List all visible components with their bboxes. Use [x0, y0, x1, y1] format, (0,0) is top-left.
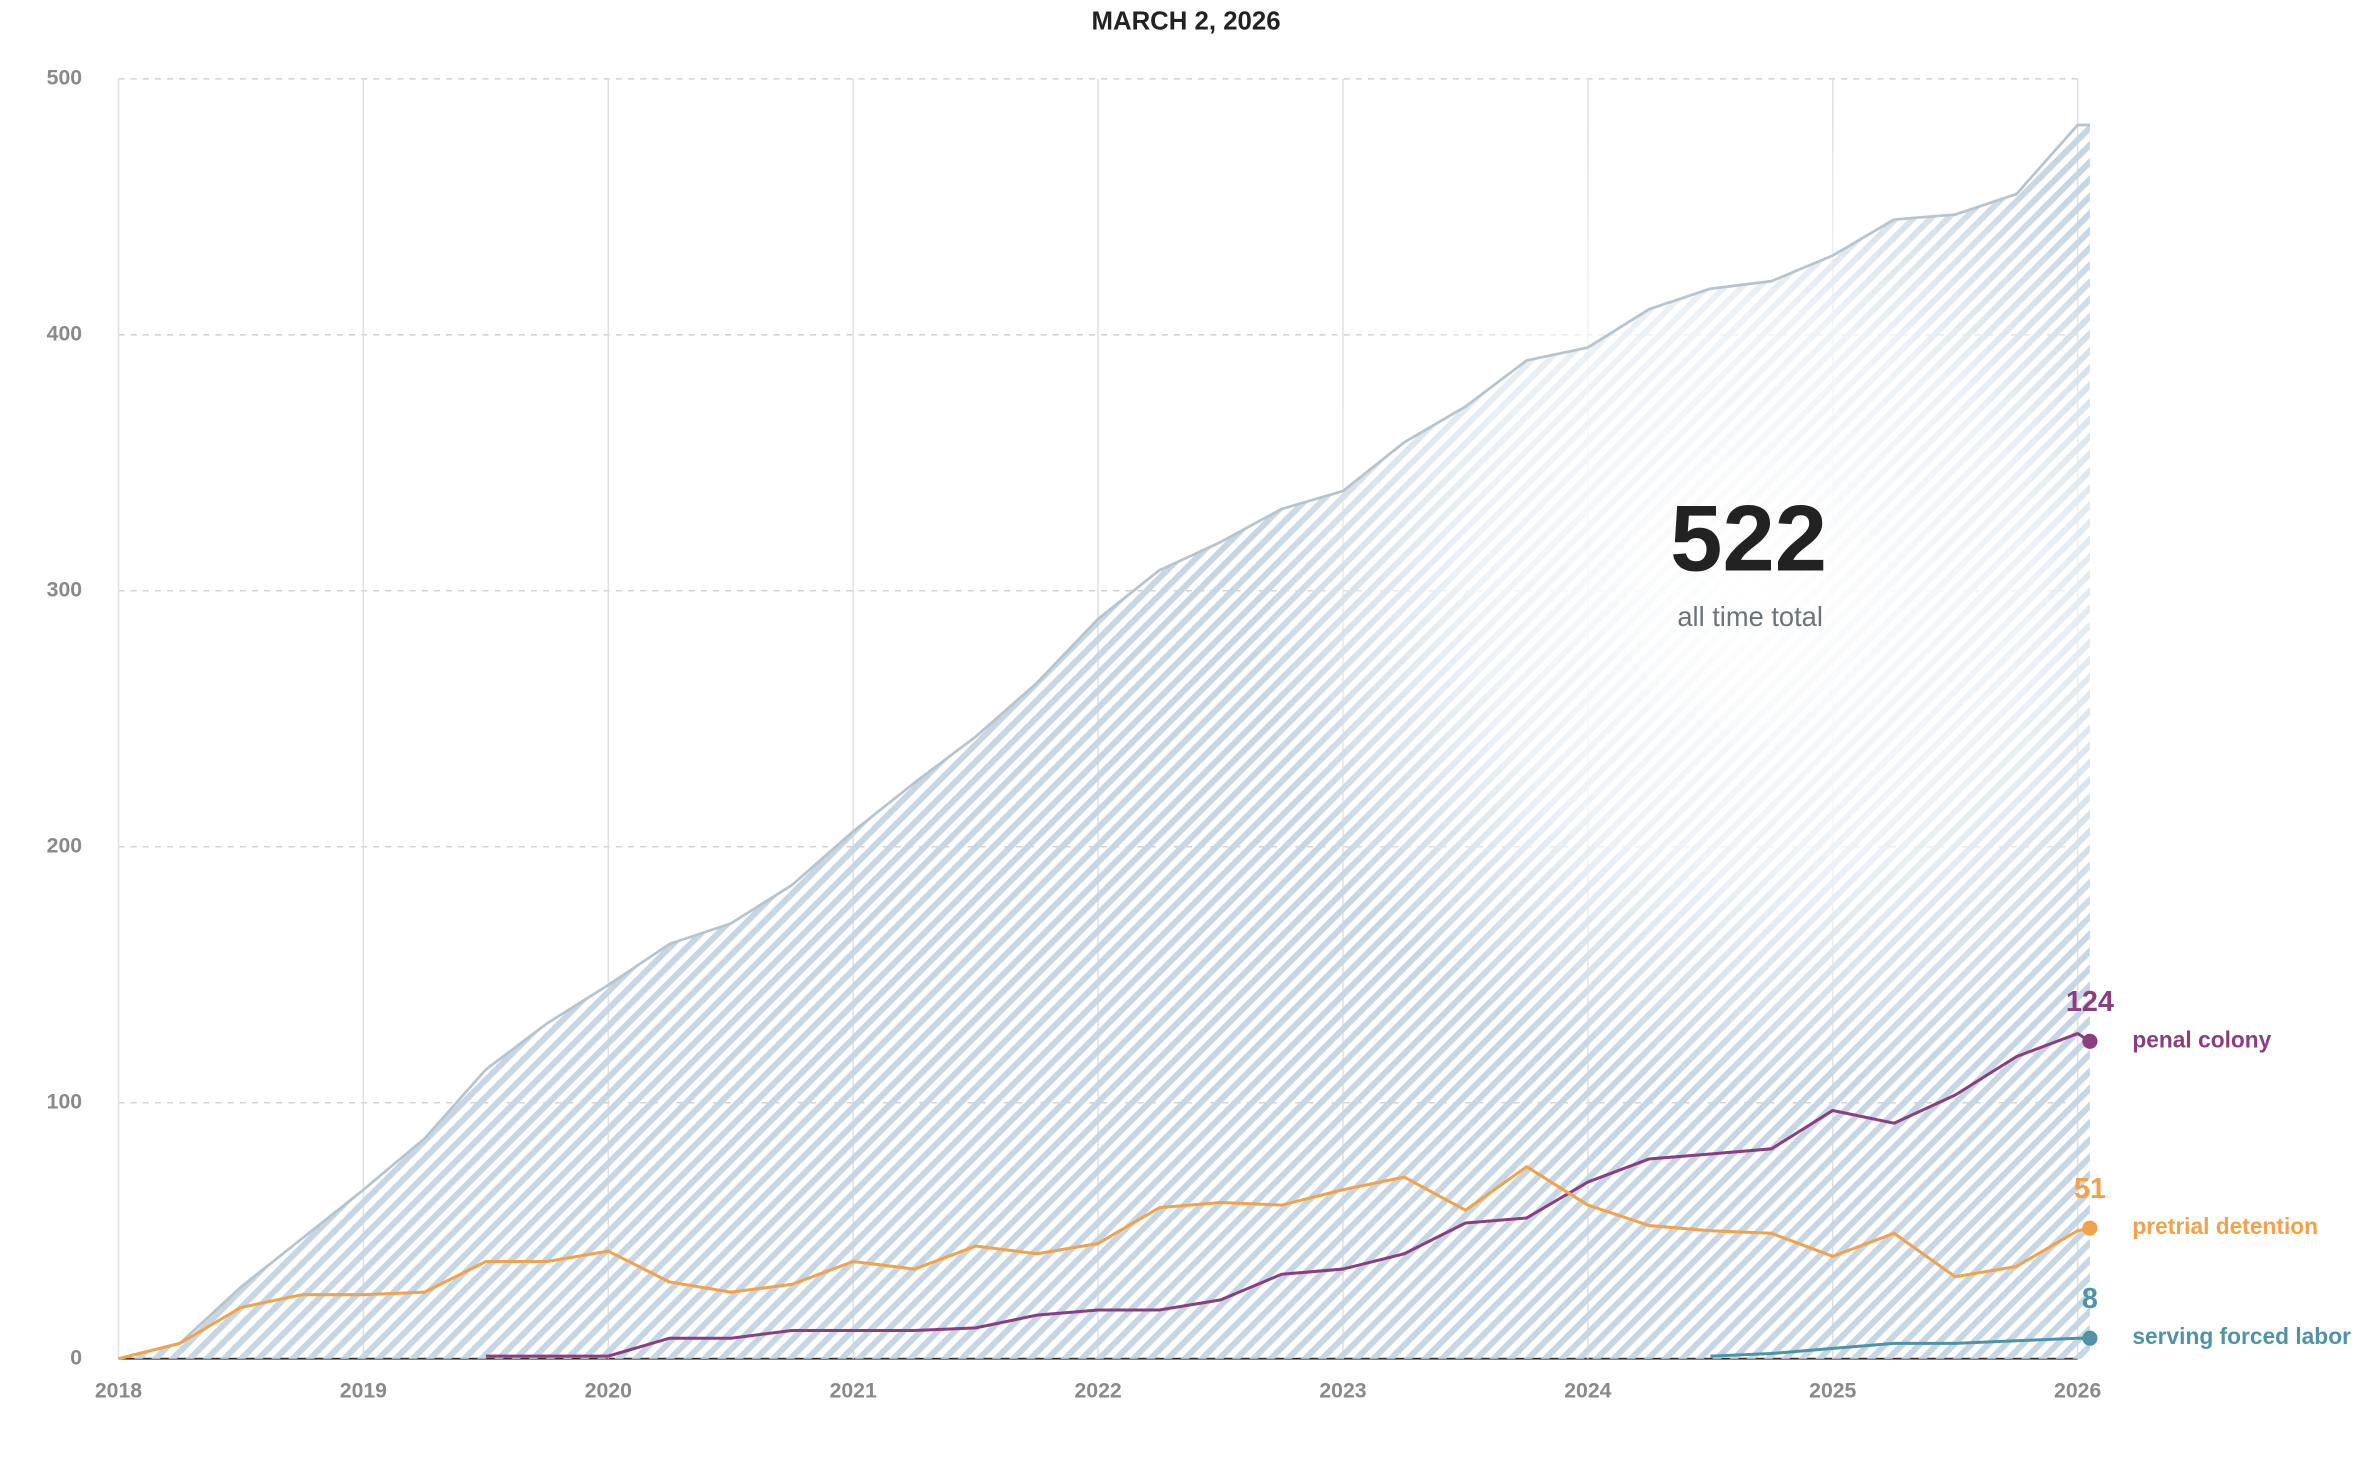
end-dot [2082, 1033, 2098, 1049]
x-tick-label: 2026 [2054, 1380, 2101, 1403]
fade-overlay [1183, 90, 2336, 1092]
x-tick-label: 2019 [340, 1380, 387, 1403]
lines [118, 123, 2098, 1361]
total-caption: all time total [1677, 601, 1823, 632]
end-value-label: 51 [2074, 1173, 2106, 1205]
end-dot [2082, 1220, 2098, 1236]
x-tick-label: 2024 [1564, 1380, 1611, 1403]
end-dot [2082, 1330, 2098, 1346]
series-line [118, 123, 2090, 1361]
end-value-label: 8 [2082, 1283, 2098, 1315]
y-tick-label: 0 [70, 1346, 82, 1369]
y-tick-label: 200 [47, 834, 82, 857]
legend-label: penal colony [2132, 1026, 2271, 1052]
x-tick-label: 2023 [1319, 1380, 1366, 1403]
series-line [118, 1165, 2091, 1361]
y-tick-label: 400 [47, 322, 82, 345]
legend-label: pretrial detention [2132, 1213, 2318, 1239]
x-tick-label: 2020 [585, 1380, 632, 1403]
x-tick-label: 2018 [95, 1380, 142, 1403]
legend-label: serving forced labor [2132, 1323, 2351, 1349]
y-tick-label: 500 [47, 66, 82, 89]
total-number: 522 [1670, 486, 1827, 591]
series-line [485, 1032, 2091, 1358]
y-tick-label: 100 [47, 1090, 82, 1113]
x-tick-label: 2022 [1074, 1380, 1121, 1403]
x-tick-label: 2025 [1809, 1380, 1856, 1403]
end-value-label: 124 [2066, 986, 2114, 1018]
x-tick-label: 2021 [830, 1380, 877, 1403]
chart-title: MARCH 2, 2026 [1092, 8, 1281, 36]
series-line [1710, 1336, 2090, 1358]
y-tick-label: 300 [47, 578, 82, 601]
